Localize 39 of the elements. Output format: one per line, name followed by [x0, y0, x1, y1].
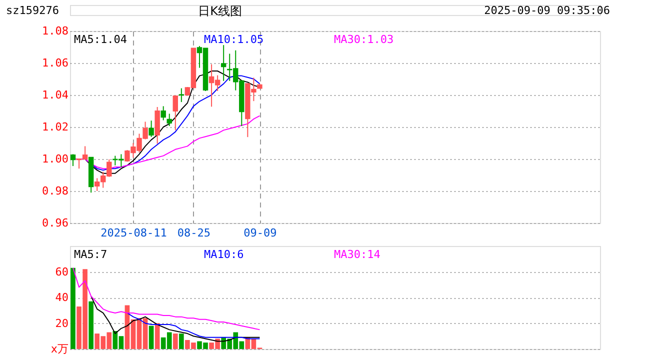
text: 2025-09-09 09:35:06 [484, 4, 610, 17]
y-tick-label: 1.06 [42, 56, 68, 70]
candlestick [172, 95, 178, 131]
x-tick-label: 08-25 [177, 226, 211, 240]
line-series [90, 296, 260, 342]
text: MA10:1.05 [204, 33, 264, 46]
x-tick-label: 2025-08-11 [100, 226, 167, 240]
candlestick [70, 154, 76, 167]
bar [88, 301, 94, 349]
y-tick-label: 0.98 [42, 184, 68, 198]
y-tick-label: x万 [50, 342, 68, 356]
chart-subtitle: 日K线图 [198, 4, 242, 18]
candlestick [166, 113, 172, 127]
bar [148, 326, 154, 349]
text: MA30:1.03 [334, 33, 394, 46]
y-tick-label: 1.00 [42, 152, 68, 166]
candlestick [148, 120, 154, 138]
x-tick-label: 09-09 [244, 226, 277, 240]
text: MA10:6 [204, 248, 244, 261]
text: MA30:14 [334, 248, 381, 261]
bar [70, 268, 76, 349]
candlestick [154, 106, 160, 144]
y-tick-label: 1.04 [42, 88, 69, 102]
text: MA5:7 [74, 248, 108, 261]
y-tick-label: 40 [55, 291, 68, 304]
line-series [72, 267, 260, 330]
y-tick-label: 60 [55, 265, 68, 278]
candlestick [178, 88, 184, 103]
candlestick [160, 106, 166, 121]
y-tick-label: 1.02 [42, 120, 68, 134]
text: MA5:1.04 [74, 33, 128, 46]
y-tick-label: 1.08 [42, 24, 68, 38]
line-series [126, 312, 260, 340]
y-tick-label: 20 [55, 316, 68, 330]
bar [172, 334, 178, 349]
y-tick-label: 0.96 [42, 216, 68, 230]
chart-title: sz159276 [6, 4, 59, 17]
candlestick [220, 44, 226, 82]
bar [179, 334, 184, 349]
